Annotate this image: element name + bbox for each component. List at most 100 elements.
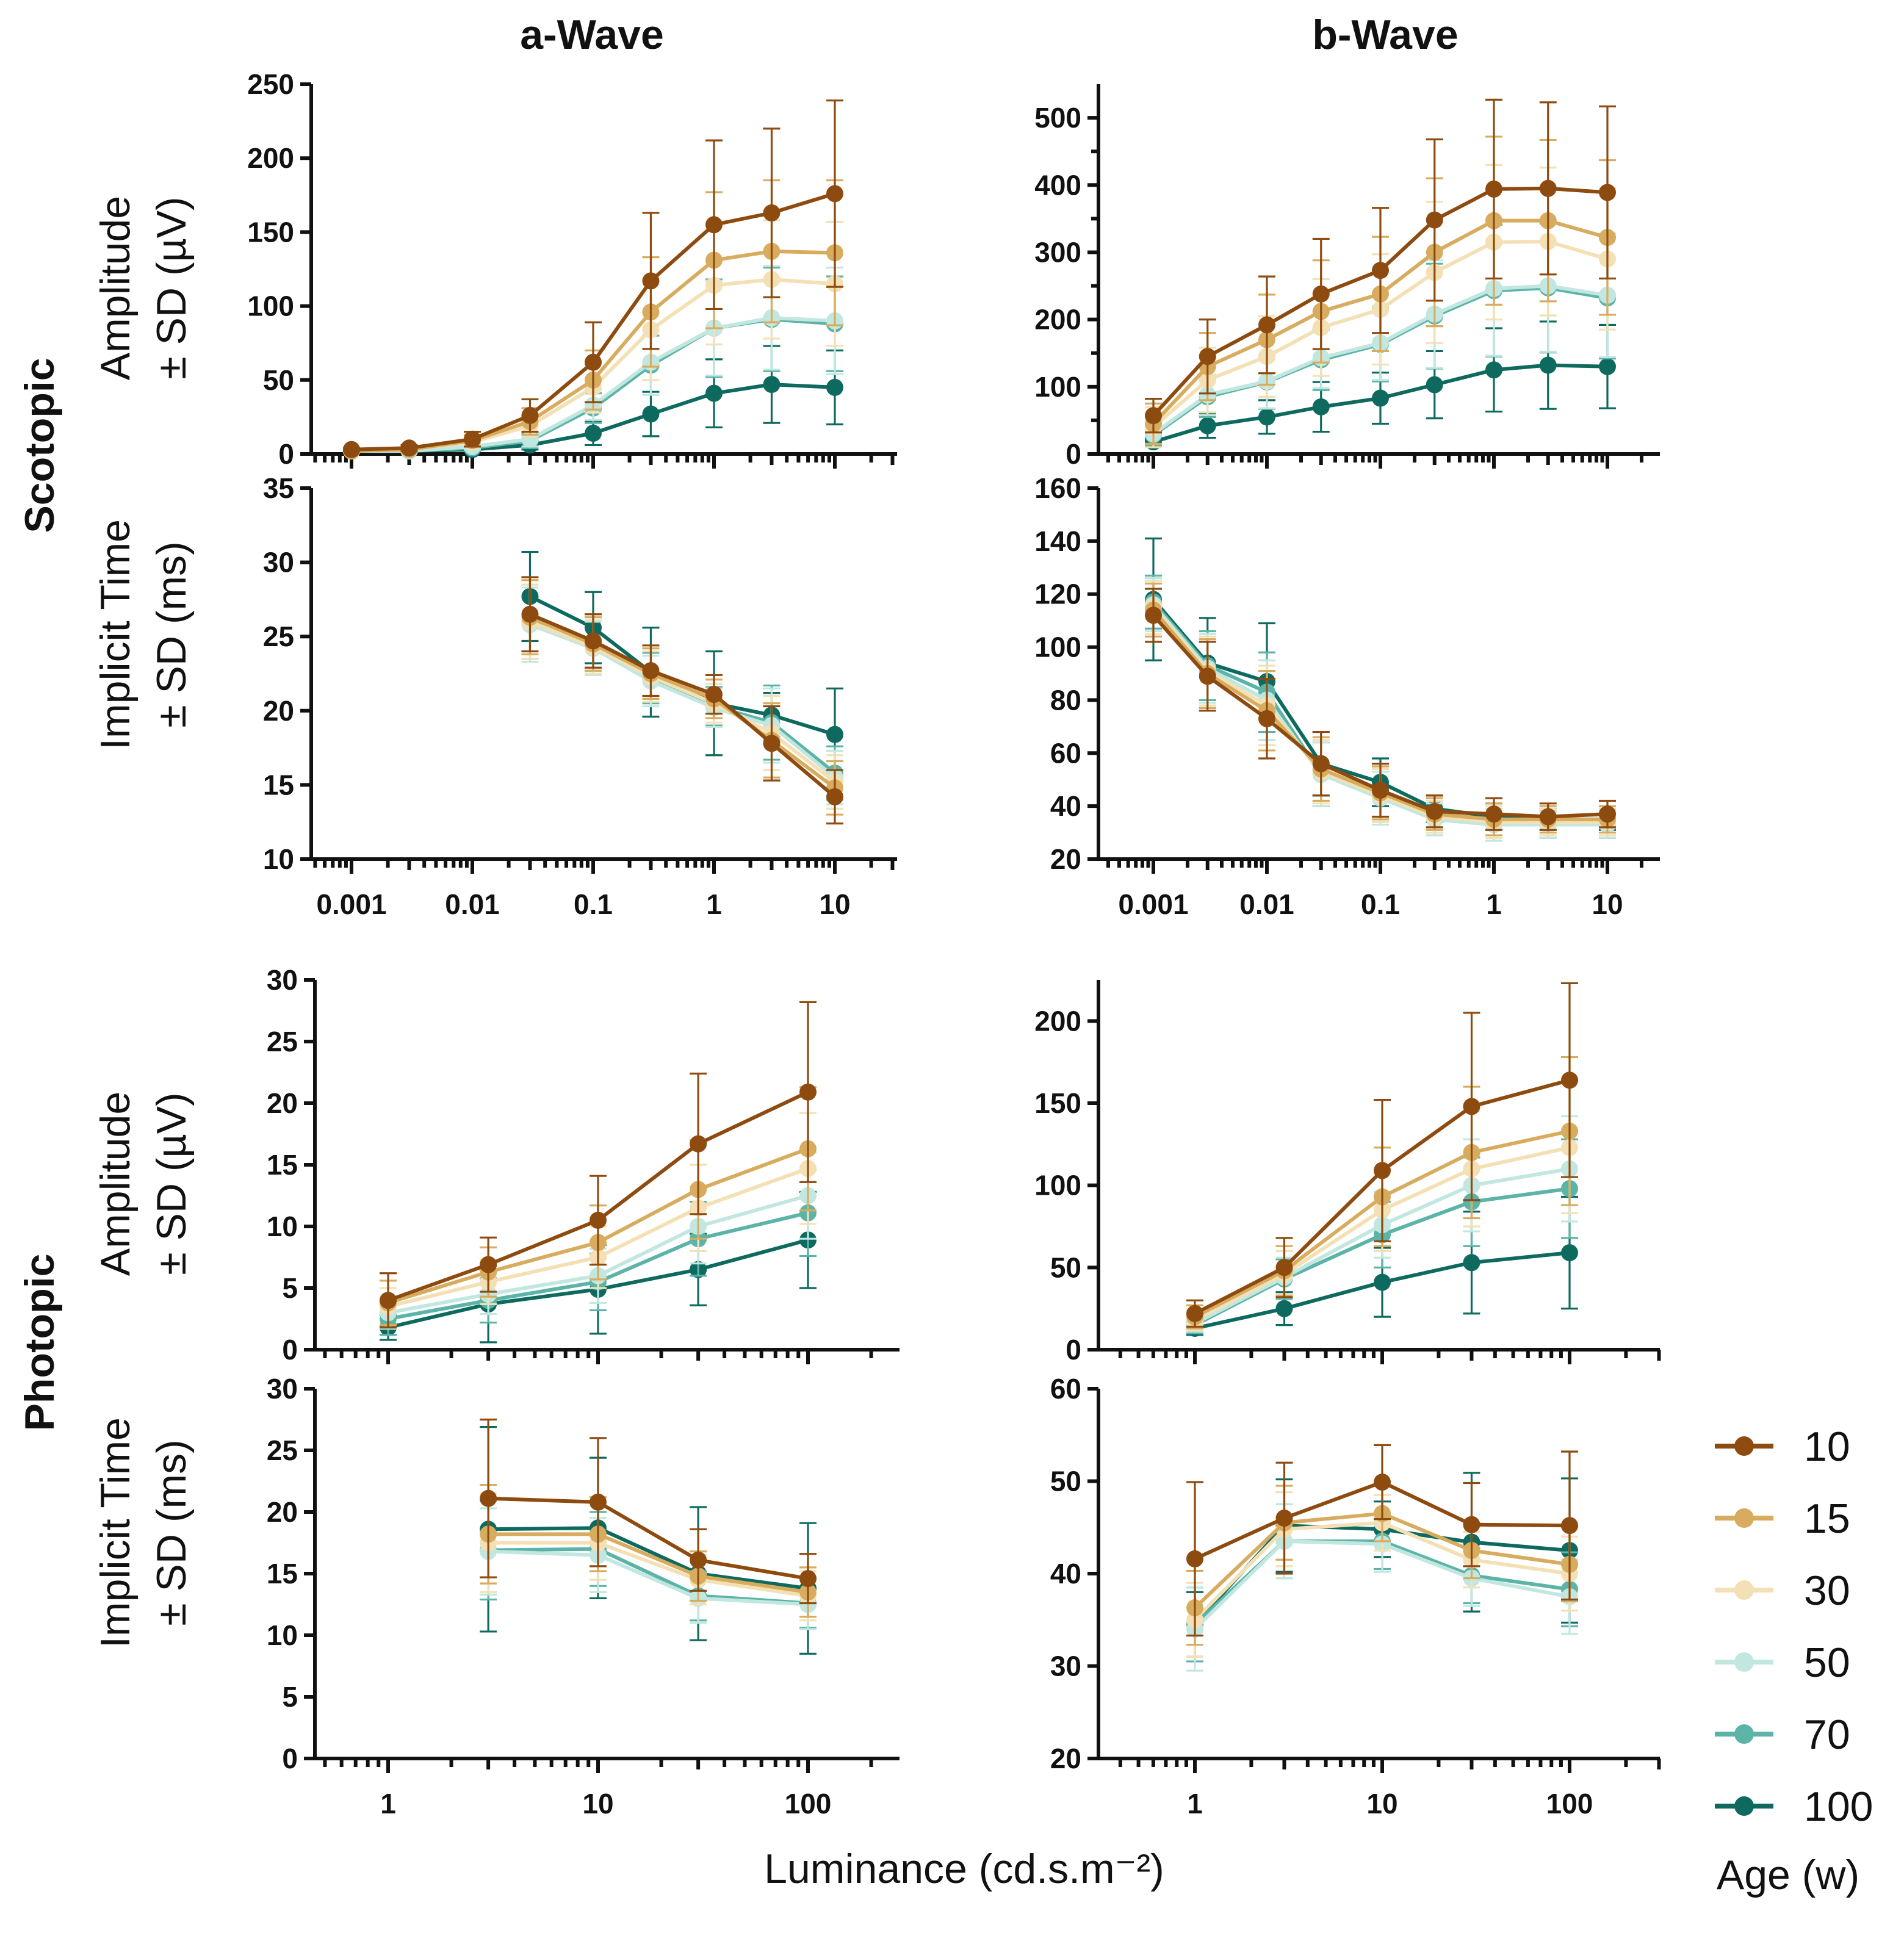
y-tick-label: 0 [1066,1334,1081,1366]
y-tick-label: 140 [1034,525,1081,557]
data-point [642,405,660,423]
legend-marker [1734,1724,1754,1744]
data-point [1145,407,1162,425]
y-tick-label: 15 [267,1558,298,1589]
legend-item-50: 50 [1715,1640,1850,1686]
data-point [1485,361,1502,379]
series-10 [343,99,843,458]
legend-label: 30 [1804,1568,1850,1614]
data-point [480,1489,497,1507]
x-tick-label: 0.1 [1361,888,1400,920]
y-tick-label: 100 [1034,1170,1081,1201]
y-tick-label: 50 [1050,1466,1081,1497]
data-point [1539,179,1557,197]
series-10 [1186,982,1578,1328]
x-tick-label: 1 [1187,1788,1203,1820]
ylabel-line2: ± SD (ms) [148,541,195,728]
series-line [529,620,836,775]
data-point [826,725,843,743]
y-tick-label: 15 [267,1149,298,1181]
y-tick-label: 50 [263,364,294,396]
panel-photopic-b-implicit: 20 30 40 50 60 1 10 100 [1050,1373,1661,1820]
data-point [1561,1517,1578,1535]
legend-label: 100 [1804,1784,1873,1830]
data-point [1186,1550,1203,1568]
data-point [1275,1510,1293,1527]
data-point [1485,805,1502,823]
series-50 [480,1507,817,1630]
data-point [1199,668,1216,685]
ylabel-line1: Implicit Time [92,519,139,750]
y-tick-label: 35 [263,472,294,504]
y-tick-label: 120 [1034,578,1081,610]
data-point [1463,1098,1480,1115]
y-tick-label: 20 [267,1087,298,1119]
data-point [1374,1273,1391,1291]
y-tick-label: 20 [1050,843,1081,875]
ylabel-line1: Amplitude [92,1092,139,1276]
data-point [799,1083,817,1101]
legend-item-15: 15 [1715,1496,1850,1542]
series-10 [380,1001,817,1329]
y-tick-label: 150 [247,216,294,248]
y-tick-label: 250 [247,68,294,100]
ylabel-line2: ± SD (µV) [148,196,195,379]
x-tick-label: 100 [785,1788,832,1820]
data-point [1199,348,1216,365]
y-tick-label: 10 [263,843,294,875]
series-10 [1145,588,1616,831]
x-tick-label: 10 [819,888,850,920]
y-tick-label: 80 [1050,684,1081,716]
y-tick-label: 30 [267,1373,298,1405]
ylabel-photopic-implicit: Implicit Time ± SD (ms) [92,1417,195,1648]
data-point [521,406,539,424]
data-point [1485,180,1502,198]
data-point [1426,211,1443,229]
y-tick-label: 30 [263,547,294,578]
data-point [1599,358,1616,375]
column-title-b-wave: b-Wave [1312,12,1458,58]
data-point [1374,1474,1391,1491]
legend-marker [1734,1436,1754,1456]
x-tick-label: 10 [582,1788,613,1820]
x-axis-label: Luminance (cd.s.m⁻²) [764,1846,1164,1892]
data-point [1312,285,1330,303]
legend-item-70: 70 [1715,1712,1850,1758]
y-tick-label: 0 [278,438,294,470]
x-tick-label: 100 [1546,1788,1593,1820]
y-tick-label: 10 [267,1619,298,1651]
series-line [488,1547,809,1605]
data-point [826,185,843,203]
data-point [690,1135,707,1153]
series-line [488,1496,809,1581]
panel-scotopic-a-amplitude: 0 50 100 150 200 250 [247,68,897,470]
data-point [705,686,723,704]
y-tick-label: 20 [267,1496,298,1528]
legend: 10 15 30 50 70 100 [1715,1424,1873,1830]
data-point [1312,755,1330,772]
series-70 [480,1500,817,1629]
series-line [488,1549,809,1607]
data-point [826,378,843,396]
y-tick-label: 5 [282,1681,298,1713]
legend-item-100: 100 [1715,1784,1873,1830]
y-tick-label: 50 [1050,1251,1081,1283]
x-tick-label: 0.01 [445,888,500,920]
series-line [488,1532,809,1594]
data-point [1463,1254,1480,1272]
data-point [1463,1516,1480,1533]
data-point [1186,1305,1203,1322]
legend-label: 70 [1804,1712,1850,1758]
y-tick-label: 15 [263,769,294,801]
series-line [488,1526,809,1591]
series-30 [521,583,843,810]
y-tick-label: 0 [282,1334,298,1366]
y-tick-label: 25 [263,621,294,652]
data-point [480,1256,497,1273]
x-tick-label: 1 [380,1788,396,1820]
series-line [529,594,835,736]
legend-label: 15 [1804,1496,1850,1542]
data-point [1372,389,1389,407]
y-tick-label: 200 [1034,304,1081,336]
